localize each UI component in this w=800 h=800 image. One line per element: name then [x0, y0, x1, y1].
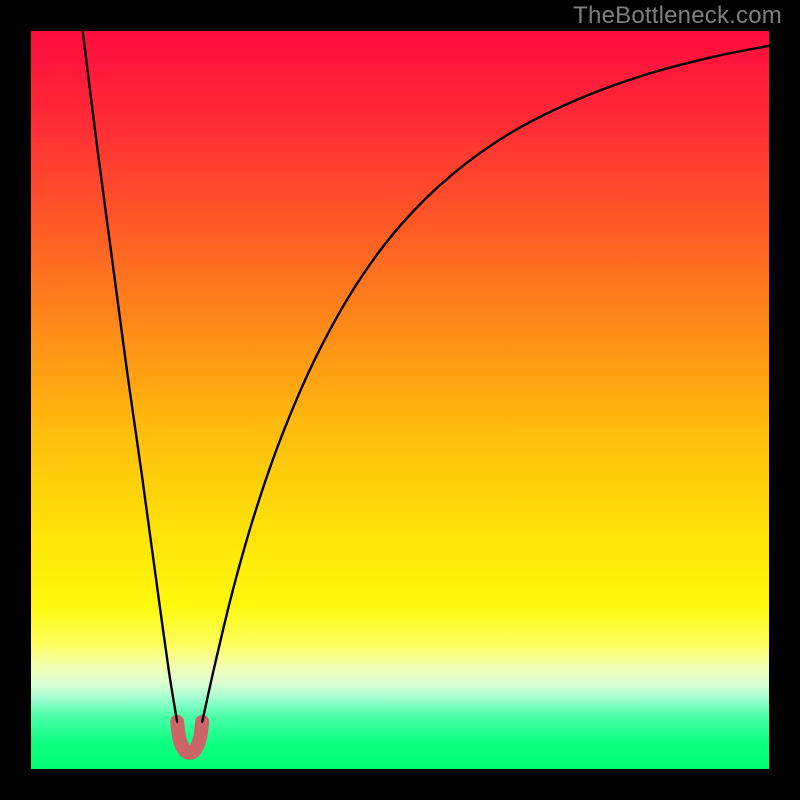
watermark-text: TheBottleneck.com [573, 2, 782, 30]
chart-frame: TheBottleneck.com [0, 0, 800, 800]
gradient-background [31, 31, 769, 769]
bottleneck-plot [31, 31, 769, 769]
